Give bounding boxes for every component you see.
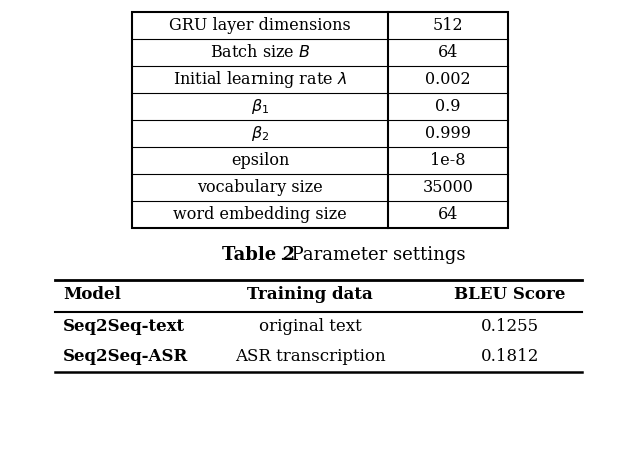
Text: 0.1255: 0.1255: [481, 318, 539, 335]
Text: Initial learning rate $\lambda$: Initial learning rate $\lambda$: [173, 69, 347, 90]
Text: 512: 512: [432, 17, 463, 34]
Text: word embedding size: word embedding size: [173, 206, 347, 223]
Text: Table 2: Table 2: [222, 246, 295, 264]
Text: original text: original text: [259, 318, 361, 335]
Text: 0.002: 0.002: [425, 71, 471, 88]
Text: 1e-8: 1e-8: [430, 152, 466, 169]
Text: Model: Model: [63, 286, 121, 303]
Text: 64: 64: [438, 206, 458, 223]
Text: Batch size $B$: Batch size $B$: [210, 44, 310, 61]
Text: 35000: 35000: [422, 179, 473, 196]
Text: 0.9: 0.9: [435, 98, 460, 115]
Text: BLEU Score: BLEU Score: [454, 286, 565, 303]
Text: Training data: Training data: [247, 286, 373, 303]
Text: 0.1812: 0.1812: [481, 348, 539, 365]
Text: 0.999: 0.999: [425, 125, 471, 142]
Text: epsilon: epsilon: [231, 152, 289, 169]
Text: GRU layer dimensions: GRU layer dimensions: [169, 17, 351, 34]
Text: . Parameter settings: . Parameter settings: [280, 246, 466, 264]
Bar: [132, 12, 508, 228]
Text: $\beta_1$: $\beta_1$: [251, 97, 269, 116]
Text: ASR transcription: ASR transcription: [235, 348, 385, 365]
Text: 64: 64: [438, 44, 458, 61]
Text: vocabulary size: vocabulary size: [197, 179, 323, 196]
Text: $\beta_2$: $\beta_2$: [251, 124, 269, 143]
Text: Seq2Seq-text: Seq2Seq-text: [63, 318, 185, 335]
Text: Seq2Seq-ASR: Seq2Seq-ASR: [63, 348, 188, 365]
